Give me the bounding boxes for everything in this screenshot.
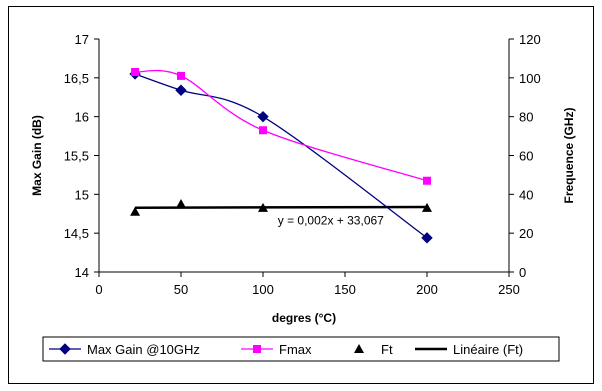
point-ft (422, 202, 432, 212)
y-axis-label: Max Gain (dB) (30, 115, 44, 196)
legend-marker-ft (354, 344, 364, 353)
y2-axis-label: Frequence (GHz) (562, 107, 576, 203)
series-line-fmax (135, 69, 428, 182)
x-tick-label: 250 (498, 282, 520, 297)
legend-marker-max-gain-10ghz (59, 343, 71, 355)
point-ft (258, 202, 268, 212)
legend-label-max-gain-10ghz: Max Gain @10GHz (87, 342, 200, 357)
trendline-equation: y = 0,002x + 33,067 (278, 213, 384, 227)
y-tick-label: 14,5 (64, 226, 89, 241)
point-max-gain-10ghz (175, 84, 187, 96)
y-tick-label: 16,5 (64, 71, 89, 86)
y2-tick-label: 40 (519, 187, 533, 202)
point-max-gain-10ghz (257, 110, 269, 123)
y2-tick-label: 100 (519, 71, 541, 86)
x-tick-label: 0 (95, 282, 102, 297)
legend-label-fmax: Fmax (279, 342, 312, 357)
y2-tick-label: 20 (519, 226, 533, 241)
point-fmax (259, 126, 267, 135)
chart-svg: 0 50 100 150 200 250 14 14,5 15 15,5 16 16,5 17 0 20 40… (30, 32, 576, 362)
point-ft (176, 199, 186, 209)
point-fmax (423, 176, 431, 185)
legend-marker-fmax (253, 345, 261, 353)
x-tick-label: 100 (252, 282, 274, 297)
y-tick-label: 14 (75, 265, 89, 280)
y-tick-label: 15,5 (64, 149, 89, 164)
x-tick-label: 200 (416, 282, 438, 297)
y2-tick-label: 80 (519, 110, 533, 125)
x-tick-label: 50 (174, 282, 188, 297)
y-tick-label: 16 (75, 110, 89, 125)
y2-tick-label: 0 (519, 265, 526, 280)
axes: 0 50 100 150 200 250 14 14,5 15 15,5 16 16,5 17 0 20 40… (64, 32, 541, 297)
legend-label-ft: Ft (381, 342, 393, 357)
x-axis-label: degres (°C) (272, 311, 336, 325)
y2-tick-label: 60 (519, 149, 533, 164)
chart-frame: 0 50 100 150 200 250 14 14,5 15 15,5 16 16,5 17 0 20 40… (8, 6, 594, 384)
legend-label-lin-aire-ft: Linéaire (Ft) (453, 342, 523, 357)
legend: Max Gain @10GHz Fmax Ft Linéaire (Ft) (42, 336, 560, 362)
point-fmax (177, 71, 185, 80)
y-tick-label: 17 (75, 32, 89, 47)
point-ft (130, 206, 141, 216)
x-tick-label: 150 (334, 282, 356, 297)
series-layer (129, 68, 433, 244)
point-fmax (131, 68, 140, 77)
y2-tick-label: 120 (519, 32, 541, 47)
point-max-gain-10ghz (421, 232, 433, 244)
y-tick-label: 15 (75, 187, 89, 202)
series-line-max-gain-10ghz (134, 73, 428, 239)
legend-box (42, 336, 560, 362)
